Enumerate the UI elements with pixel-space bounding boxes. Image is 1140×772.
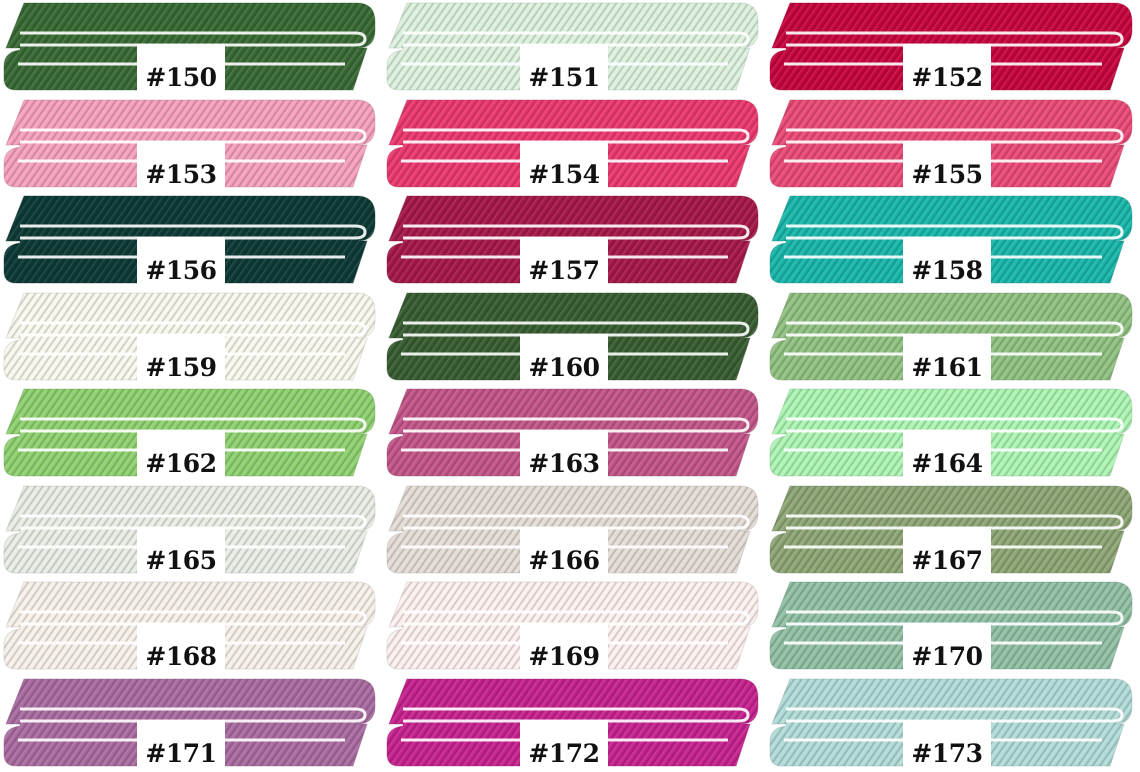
thread-swatch: #161 (766, 290, 1140, 387)
thread-swatch: #157 (383, 193, 766, 290)
thread-swatch: #166 (383, 483, 766, 580)
swatch-number-label: #153 (137, 140, 225, 191)
swatch-number-label: #150 (137, 44, 225, 94)
swatch-number-label: #164 (903, 430, 991, 480)
swatch-number-label: #167 (903, 526, 991, 577)
thread-swatch: #172 (383, 676, 766, 772)
swatch-number-label: #161 (903, 333, 991, 384)
thread-swatch: #173 (766, 676, 1140, 772)
thread-swatch: #155 (766, 97, 1140, 194)
swatch-number-label: #169 (520, 623, 608, 673)
swatch-number-label: #165 (137, 526, 225, 577)
swatch-number-label: #172 (520, 719, 608, 770)
swatch-number-label: #166 (520, 526, 608, 577)
thread-swatch: #154 (383, 97, 766, 194)
swatch-number-label: #160 (520, 333, 608, 384)
thread-swatch: #165 (0, 483, 383, 580)
swatch-number-label: #156 (137, 237, 225, 287)
swatch-number-label: #162 (137, 430, 225, 480)
swatch-number-label: #168 (137, 623, 225, 673)
swatch-number-label: #151 (520, 44, 608, 94)
thread-swatch: #159 (0, 290, 383, 387)
thread-swatch: #151 (383, 0, 766, 97)
swatch-number-label: #170 (903, 623, 991, 673)
thread-swatch: #164 (766, 386, 1140, 483)
thread-swatch: #150 (0, 0, 383, 97)
swatch-number-label: #171 (137, 719, 225, 770)
swatch-number-label: #157 (520, 237, 608, 287)
thread-swatch: #153 (0, 97, 383, 194)
thread-swatch: #171 (0, 676, 383, 772)
swatch-number-label: #152 (903, 44, 991, 94)
swatch-number-label: #159 (137, 333, 225, 384)
thread-swatch: #167 (766, 483, 1140, 580)
thread-swatch: #162 (0, 386, 383, 483)
swatch-number-label: #173 (903, 719, 991, 770)
swatch-number-label: #155 (903, 140, 991, 191)
thread-swatch: #158 (766, 193, 1140, 290)
thread-swatch: #163 (383, 386, 766, 483)
thread-swatch: #170 (766, 579, 1140, 676)
swatch-number-label: #154 (520, 140, 608, 191)
swatch-number-label: #158 (903, 237, 991, 287)
thread-swatch: #156 (0, 193, 383, 290)
thread-swatch: #152 (766, 0, 1140, 97)
thread-swatch: #168 (0, 579, 383, 676)
swatch-number-label: #163 (520, 430, 608, 480)
thread-swatch: #160 (383, 290, 766, 387)
thread-swatch: #169 (383, 579, 766, 676)
